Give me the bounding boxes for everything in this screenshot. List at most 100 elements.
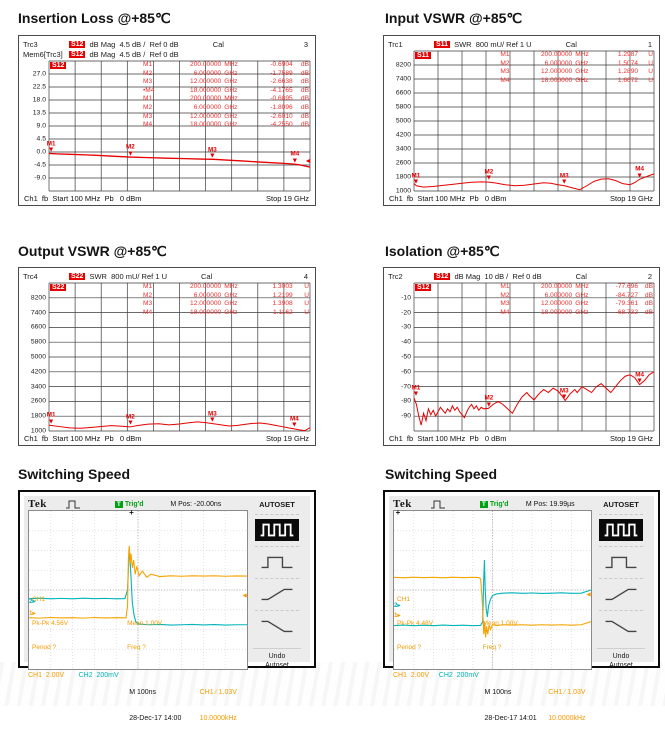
autoset-option-rising-ramp-button[interactable] xyxy=(255,578,299,606)
autoset-option-multi-pulse-button[interactable] xyxy=(255,514,299,542)
marker-table-cell: GHz xyxy=(224,69,238,77)
y-axis-tick-label: -9.0 xyxy=(34,174,46,182)
marker-table-cell: M4 xyxy=(500,308,510,316)
channel-reference-marker: 2▸ xyxy=(394,601,401,609)
marker-table-cell: -1.7589 xyxy=(270,69,293,77)
marker-table-cell: GHz xyxy=(575,300,589,308)
marker-table-cell: MHz xyxy=(224,95,238,103)
vna-footer: Ch1 fb Start 100 MHz Pb 0 dBm Stop 19 GH… xyxy=(388,191,654,203)
cal-number: 4 xyxy=(303,271,308,281)
marker-table-cell: dB xyxy=(644,283,653,290)
marker-table-cell: -4.2550 xyxy=(270,121,293,129)
vna-y-axis: -10 -20 -30 -40 -50 -60 -70 -80 -90 xyxy=(388,283,414,431)
marker-table-cell: -1.8096 xyxy=(270,103,293,111)
oscilloscope-panel-right: Tek T Trig'd M Pos: 19.99µs AUTOSET CH1 … xyxy=(383,490,660,722)
marker-table-cell: •M4 xyxy=(142,86,155,94)
y-axis-tick-label: 13.5 xyxy=(32,109,46,117)
undo-label-line: Autoset xyxy=(609,661,633,669)
meas-line: Freq ? xyxy=(127,644,146,651)
cal-number: 2 xyxy=(647,271,652,281)
y-axis-tick-label: 5000 xyxy=(30,353,46,361)
marker-table-cell: -84.727 xyxy=(615,291,639,299)
marker-table-cell: U xyxy=(648,59,653,67)
y-axis-tick-label: 1000 xyxy=(395,187,411,195)
timebase-readout: M 100ns 28-Dec-17 14:01 xyxy=(485,672,549,740)
multi-pulse-icon xyxy=(255,518,299,541)
y-axis-tick-label: 2600 xyxy=(30,397,46,405)
y-axis-tick-label: -70 xyxy=(401,383,411,391)
sweep-start-label: Ch1 fb Start 100 MHz Pb 0 dBm xyxy=(389,434,507,443)
trace-marker: M4 ▼ xyxy=(290,150,300,164)
autoset-option-falling-ramp-button[interactable] xyxy=(255,610,299,638)
scope-status-bar: CH1 2.00V CH2 200mV M 100ns 28-Dec-17 14… xyxy=(393,670,592,722)
scope-bezel: Tek T Trig'd M Pos: 19.99µs AUTOSET CH1 … xyxy=(389,496,654,722)
vna-plot-area: 8200 7400 6600 5800 5000 4200 3400 2600 1800 1000… xyxy=(388,51,654,195)
s-parameter-badge: S11 xyxy=(434,40,451,48)
section-title: Switching Speed xyxy=(385,466,498,482)
marker-table-row: M1 200.00000 MHz 1.3003 U xyxy=(143,283,309,292)
oscilloscope-panel-left: Tek T Trig'd M Pos: -20.00ns AUTOSET CH1… xyxy=(18,490,316,722)
sweep-start-label: Ch1 fb Start 100 MHz Pb 0 dBm xyxy=(24,434,142,443)
marker-triangle-icon: ▼ xyxy=(636,377,644,385)
marker-table-cell: GHz xyxy=(224,308,238,316)
vna-footer: Ch1 fb Start 100 MHz Pb 0 dBm Stop 19 GH… xyxy=(23,191,310,203)
meas-line: Mean 1.00V xyxy=(127,620,163,627)
autoset-option-falling-ramp-button[interactable] xyxy=(599,610,643,638)
marker-table-cell: 12.000000 xyxy=(190,300,222,308)
marker-table-row: M3 12.000000 GHz -2.6638 dB xyxy=(143,78,309,87)
undo-autoset-button[interactable]: Undo Autoset xyxy=(597,648,645,670)
active-trace-badge: S12 xyxy=(50,62,67,69)
marker-label: M4 xyxy=(290,150,300,158)
marker-table-cell: dB xyxy=(300,86,309,94)
marker-label: M4 xyxy=(635,166,644,174)
marker-table-row: M4 18.000000 GHz -4.2550 dB xyxy=(143,121,309,130)
marker-triangle-icon: ▼ xyxy=(126,150,134,158)
marker-table-row: M4 18.000000 GHz 1.6672 U xyxy=(500,77,653,86)
timebase-readout: M 100ns 28-Dec-17 14:00 xyxy=(129,672,199,740)
marker-table-cell: M3 xyxy=(500,300,510,308)
marker-table-cell: 1.5074 xyxy=(617,59,639,67)
m-position-readout: M Pos: 19.99µs xyxy=(525,500,575,508)
trace-marker: M1 ▼ xyxy=(47,412,56,425)
undo-autoset-button[interactable]: Undo Autoset xyxy=(253,648,301,670)
marker-table-cell: 6.000000 xyxy=(544,59,573,67)
trace-marker: M2 ▼ xyxy=(485,395,494,408)
y-axis-tick-label: 0.0 xyxy=(36,148,46,156)
marker-table-cell: GHz xyxy=(575,68,589,76)
trigger-position-marker: + xyxy=(129,508,134,517)
marker-table-cell: 1.3908 xyxy=(272,300,293,308)
autoset-option-rising-ramp-button[interactable] xyxy=(599,578,643,606)
marker-table-row: M3 12.000000 GHz -79.361 dB xyxy=(500,300,653,309)
trigger-frequency-value: 10.0000kHz xyxy=(548,714,586,722)
marker-table-cell: dB xyxy=(300,103,309,111)
marker-table-cell: GHz xyxy=(575,308,589,316)
meas-line: Period ? xyxy=(397,644,422,651)
vna-marker-table: M1 200.00000 MHz -77.696 dB M2 6.000000 GHz -84.… xyxy=(500,283,653,317)
y-axis-tick-label: 3400 xyxy=(395,145,411,153)
trigger-status-text: Trig'd xyxy=(489,500,509,508)
scope-top-bar: Tek T Trig'd M Pos: 19.99µs AUTOSET xyxy=(393,498,650,510)
y-axis-tick-label: 4.5 xyxy=(36,135,46,143)
datetime-value: 28-Dec-17 14:00 xyxy=(129,714,182,722)
marker-table-cell: GHz xyxy=(224,291,238,299)
marker-table-row: M1 200.00000 MHz -0.6904 dB xyxy=(143,61,309,70)
autoset-option-single-pulse-button[interactable] xyxy=(255,546,299,574)
trace-format: dB Mag 10 dB / Ref 0 dB xyxy=(454,271,542,281)
y-axis-tick-label: -20 xyxy=(401,309,411,317)
scope-graticule: CH1 Pk-Pk 4.56V Period ? Mean 1.00V Freq… xyxy=(28,508,248,670)
y-axis-tick-label: -80 xyxy=(401,397,411,405)
marker-table-cell: dB xyxy=(644,291,653,299)
pulse-icon xyxy=(65,500,81,509)
section-title: Output VSWR @+85℃ xyxy=(18,243,167,259)
autoset-option-single-pulse-button[interactable] xyxy=(599,546,643,574)
vna-footer: Ch1 fb Start 100 MHz Pb 0 dBm Stop 19 GH… xyxy=(388,431,654,443)
autoset-option-multi-pulse-button[interactable] xyxy=(599,514,643,542)
marker-table-cell: 200.00000 xyxy=(190,283,222,290)
y-axis-tick-label: 8200 xyxy=(395,61,411,69)
marker-table-cell: 1.2199 xyxy=(272,291,293,299)
sweep-stop-label: Stop 19 GHz xyxy=(266,434,309,443)
rising-ramp-icon xyxy=(255,583,299,605)
trace-marker: M1 ▼ xyxy=(412,173,421,186)
y-axis-tick-label: 1800 xyxy=(30,412,46,420)
y-axis-tick-label: 18.0 xyxy=(32,96,46,104)
